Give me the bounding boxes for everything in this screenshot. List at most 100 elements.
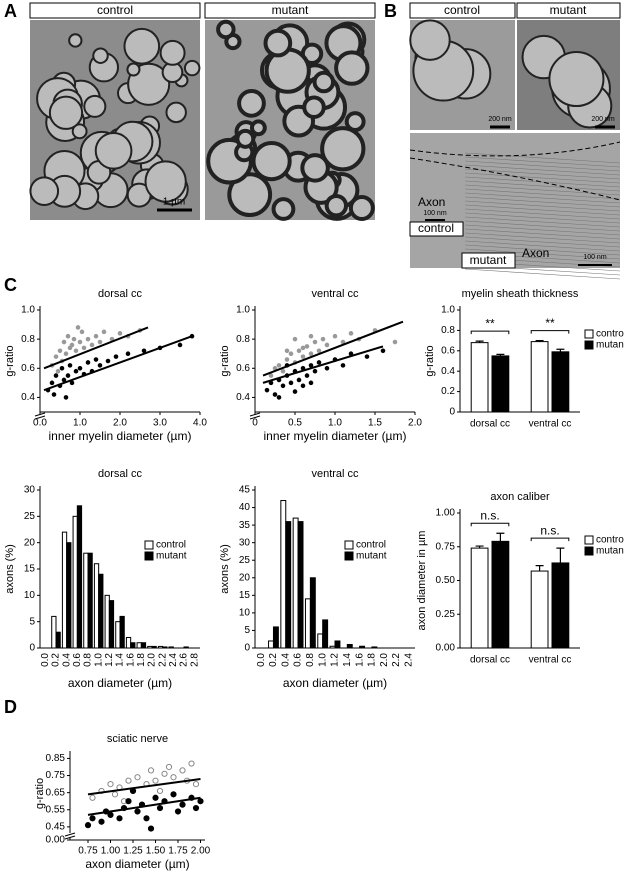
lamella bbox=[464, 196, 621, 208]
point bbox=[93, 357, 99, 362]
bar bbox=[119, 615, 125, 649]
point bbox=[308, 363, 314, 368]
x-tick-label: 0 bbox=[252, 418, 258, 429]
bar bbox=[51, 615, 57, 649]
legend-label: mutant bbox=[596, 340, 624, 351]
point bbox=[296, 377, 302, 383]
legend-label: mutant bbox=[596, 546, 624, 557]
point bbox=[125, 351, 131, 357]
bar bbox=[530, 341, 549, 413]
bar bbox=[108, 600, 115, 649]
lamella bbox=[464, 160, 621, 172]
axon-label: Axon bbox=[522, 246, 549, 260]
legend-label: mutant bbox=[156, 551, 187, 562]
y-axis-label: g-ratio bbox=[4, 345, 16, 376]
myelin-ring bbox=[344, 111, 366, 133]
error-bar bbox=[535, 340, 544, 342]
x-tick-label: 1.4 bbox=[342, 653, 353, 667]
bar bbox=[317, 633, 324, 649]
x-axis-label: inner myelin diameter (µm) bbox=[49, 429, 192, 443]
point bbox=[89, 794, 96, 801]
boundary bbox=[409, 141, 621, 201]
point bbox=[51, 392, 57, 397]
point bbox=[77, 339, 83, 345]
point bbox=[192, 780, 200, 788]
bar bbox=[292, 517, 299, 649]
chart-title: ventral cc bbox=[311, 288, 359, 300]
x-tick-label: dorsal cc bbox=[470, 419, 510, 430]
myelin-ring bbox=[302, 95, 326, 119]
x-tick-label: 1.0 bbox=[317, 653, 328, 667]
point bbox=[284, 348, 290, 354]
label-box bbox=[409, 221, 464, 237]
bar bbox=[136, 642, 142, 649]
y-tick-label: 0.2 bbox=[441, 386, 455, 397]
bar bbox=[55, 631, 61, 649]
significance-label: ** bbox=[485, 316, 495, 330]
point bbox=[85, 336, 91, 342]
x-tick-label: dorsal cc bbox=[470, 655, 510, 666]
point bbox=[316, 348, 322, 354]
y-tick-label: 20 bbox=[239, 572, 251, 583]
point bbox=[57, 348, 63, 354]
y-tick-label: 0.4 bbox=[21, 392, 35, 403]
significance-label: n.s. bbox=[480, 508, 499, 522]
myelin-ring bbox=[235, 128, 256, 149]
chart-title: dorsal cc bbox=[98, 468, 143, 480]
bar bbox=[309, 577, 316, 649]
point bbox=[364, 354, 370, 359]
y-tick-label: 1.0 bbox=[441, 305, 455, 316]
point bbox=[107, 811, 114, 818]
point bbox=[89, 342, 95, 348]
y-tick-label: 0.50 bbox=[436, 575, 456, 586]
point bbox=[165, 763, 173, 771]
lamella bbox=[464, 228, 621, 240]
myelin-ring bbox=[251, 140, 292, 182]
y-tick-label: 0.4 bbox=[441, 366, 455, 377]
bar bbox=[304, 598, 311, 649]
bar bbox=[359, 645, 366, 649]
y-tick-label: 1.0 bbox=[21, 305, 35, 316]
scale-bar-label: 200 nm bbox=[488, 116, 512, 123]
bar bbox=[93, 563, 100, 649]
myelin-ring bbox=[29, 176, 60, 207]
bar bbox=[491, 540, 510, 649]
point bbox=[63, 351, 69, 357]
bar bbox=[61, 531, 68, 649]
y-tick-label: 0.75 bbox=[46, 770, 66, 781]
x-tick-label: 1.50 bbox=[146, 846, 166, 857]
y-tick-label: 0.25 bbox=[436, 609, 456, 620]
point bbox=[63, 395, 69, 400]
point bbox=[141, 348, 147, 354]
myelin-ring bbox=[548, 51, 605, 108]
x-tick-label: 1.25 bbox=[123, 846, 143, 857]
lamella bbox=[464, 180, 621, 192]
x-tick-label: 1.8 bbox=[367, 653, 378, 667]
point bbox=[304, 344, 310, 349]
myelin-ring bbox=[123, 27, 161, 65]
lamella bbox=[464, 192, 621, 204]
y-tick-label: 0.00 bbox=[436, 643, 456, 654]
y-axis-label: g-ratio bbox=[219, 345, 231, 376]
y-tick-label: 15 bbox=[239, 590, 251, 601]
x-tick-label: 0.5 bbox=[288, 418, 302, 429]
myelin-ring bbox=[71, 123, 88, 140]
myelin-ring bbox=[48, 95, 84, 130]
significance-label: ** bbox=[545, 316, 555, 330]
error-bar bbox=[475, 545, 484, 549]
x-tick-label: 2.0 bbox=[379, 653, 390, 667]
myelin-ring bbox=[159, 39, 186, 66]
x-tick-label: 0.2 bbox=[51, 653, 62, 667]
y-tick-label: 30 bbox=[24, 485, 36, 496]
x-tick-label: 1.75 bbox=[168, 846, 188, 857]
micrographs bbox=[29, 19, 621, 280]
point bbox=[67, 363, 73, 368]
fit-line bbox=[262, 345, 384, 384]
panel-b-label: control bbox=[418, 221, 454, 235]
fit-line bbox=[262, 320, 404, 377]
point bbox=[117, 331, 123, 336]
point bbox=[174, 808, 182, 815]
point bbox=[125, 777, 132, 784]
bar bbox=[551, 351, 570, 413]
bar bbox=[83, 552, 89, 649]
